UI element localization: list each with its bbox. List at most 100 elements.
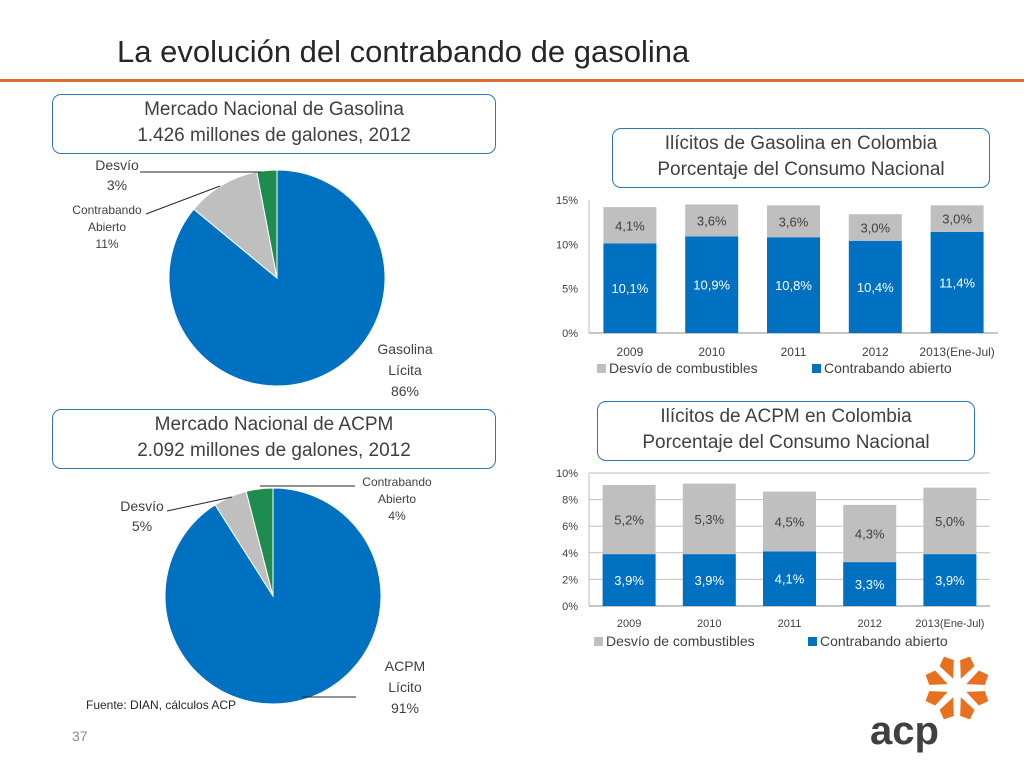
pie-slice-label: Desvío (95, 157, 139, 173)
y-tick-label: 6% (562, 521, 578, 533)
bar-data-label: 3,9% (694, 573, 724, 588)
bar-segment (763, 551, 816, 606)
acpm-market-subtitle: 2.092 millones de galones, 2012 (137, 440, 411, 461)
bar-segment (602, 554, 656, 606)
acpm-market-title-box: Mercado Nacional de ACPM 2.092 millones … (52, 409, 496, 469)
bar-data-label: 3,3% (855, 577, 885, 592)
bar-segment (848, 214, 902, 241)
bar-data-label: 5,0% (935, 514, 965, 529)
y-tick-label: 10% (556, 468, 578, 480)
bar-segment (602, 484, 656, 555)
y-tick-label: 4% (562, 548, 578, 560)
y-tick-label: 5% (562, 284, 578, 296)
logo-ray (925, 670, 948, 685)
logo-text: acp (870, 709, 939, 753)
bar-segment (843, 504, 897, 563)
legend-label: Desvío de combustibles (606, 633, 755, 649)
x-tick-label: 2011 (781, 345, 807, 359)
bar-data-label: 11,4% (939, 275, 975, 290)
legend-swatch (808, 637, 817, 646)
sunburst-icon (925, 656, 989, 720)
bar-segment (685, 204, 739, 237)
legend-swatch (812, 364, 821, 373)
acpm-illicit-title-box: Ilícitos de ACPM en Colombia Porcentaje … (597, 401, 975, 461)
bar-data-label: 10,8% (775, 278, 812, 293)
bar-segment (930, 205, 984, 232)
bar-segment (603, 207, 657, 244)
pie-slice-label: 11% (95, 237, 118, 251)
y-tick-label: 0% (562, 601, 578, 613)
bar-segment (763, 491, 816, 552)
pie-slice-label: Lícita (388, 362, 422, 378)
legend-label: Desvío de combustibles (609, 360, 758, 376)
bar-data-label: 5,2% (614, 513, 644, 528)
pie-slice-label: 86% (391, 383, 419, 399)
gasoline-market-subtitle: 1.426 millones de galones, 2012 (137, 125, 411, 146)
logo-ray (939, 656, 954, 679)
x-tick-label: 2011 (778, 618, 802, 630)
gasoline-illicit-title-box: Ilícitos de Gasolina en Colombia Porcent… (612, 128, 990, 188)
bar-data-label: 4,1% (615, 218, 645, 233)
pie-slice-label: Gasolina (377, 341, 432, 357)
x-tick-label: 2012 (857, 618, 881, 630)
bar-data-label: 4,5% (775, 515, 805, 530)
pie-slice-label: Contrabando (72, 203, 142, 217)
legend-label: Contrabando abierto (820, 633, 948, 649)
x-tick-label: 2009 (617, 345, 644, 359)
bar-data-label: 3,0% (860, 220, 890, 235)
pie-slice-label: Desvío (120, 498, 164, 514)
logo-ray (939, 697, 954, 720)
bar-segment (848, 240, 902, 333)
pie-slice-label: 4% (388, 509, 406, 523)
pie-slice-label: 91% (391, 700, 419, 716)
x-tick-label: 2010 (697, 618, 721, 630)
bar-segment (767, 237, 820, 333)
pie-slice-label: Contrabando (362, 475, 432, 489)
acp-logo: acp (870, 656, 989, 753)
acpm-illicit-subtitle: Porcentaje del Consumo Nacional (642, 432, 930, 453)
x-tick-label: 2012 (862, 345, 889, 359)
bar-segment (682, 483, 736, 555)
x-tick-label: 2010 (698, 345, 725, 359)
bar-segment (603, 243, 657, 333)
pie-slice-label: 5% (132, 518, 152, 534)
bar-data-label: 4,1% (775, 572, 805, 587)
logo-ray (966, 691, 989, 706)
bar-data-label: 10,9% (693, 278, 730, 293)
leader-line (166, 496, 233, 512)
bar-chart-2: 0% 2% 4% 6% 8% 10% 3,9% 5,2% 2009 3,9% 5,3% 2010 4,1… (556, 468, 990, 649)
legend-swatch (594, 637, 603, 646)
x-tick-label: 2013(Ene-Jul) (915, 618, 984, 630)
logo-ray (960, 697, 975, 720)
page-title: La evolución del contrabando de gasolina (117, 34, 690, 69)
pie-chart-1: Gasolina Lícita 86% Contrabando Abierto 11% De… (72, 157, 433, 399)
pie-slice-label: Abierto (378, 492, 416, 506)
bar-data-label: 3,9% (614, 573, 644, 588)
bar-segment (923, 554, 977, 606)
gasoline-market-title: Mercado Nacional de Gasolina (144, 99, 404, 120)
bar-data-label: 3,0% (942, 212, 972, 227)
bar-segment (767, 205, 820, 238)
y-tick-label: 0% (562, 328, 578, 340)
bar-data-label: 10,1% (611, 281, 648, 296)
bar-segment (843, 562, 897, 606)
leader-line (145, 185, 221, 215)
gasoline-illicit-subtitle: Porcentaje del Consumo Nacional (657, 159, 945, 180)
y-tick-label: 8% (562, 495, 578, 507)
acpm-illicit-title: Ilícitos de ACPM en Colombia (660, 406, 912, 427)
acpm-market-title: Mercado Nacional de ACPM (154, 414, 394, 435)
logo-ray (925, 691, 948, 706)
bar-segment (682, 554, 736, 606)
bar-data-label: 3,9% (935, 573, 965, 588)
bar-segment (923, 487, 977, 555)
legend-label: Contrabando abierto (824, 360, 952, 376)
gasoline-illicit-title: Ilícitos de Gasolina en Colombia (664, 133, 938, 154)
pie-chart-2: ACPM Lícito 91% Desvío 5% Contrabando Abierto 4… (120, 475, 432, 716)
bar-data-label: 4,3% (855, 527, 885, 542)
legend-swatch (597, 364, 606, 373)
gasoline-market-title-box: Mercado Nacional de Gasolina 1.426 millo… (52, 94, 496, 154)
pie-slice-label: Lícito (388, 679, 422, 695)
bar-chart-1: 0% 5% 10% 15% 10,1% 4,1% 2009 10,9% 3,6% 2010 10,8… (556, 195, 998, 376)
x-tick-label: 2013(Ene-Jul) (919, 345, 994, 359)
